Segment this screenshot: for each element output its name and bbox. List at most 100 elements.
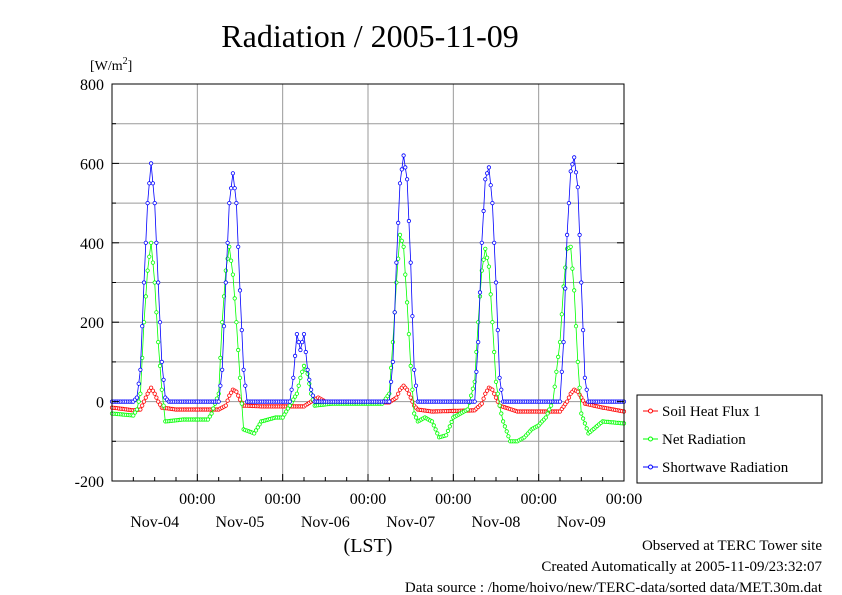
data-point xyxy=(481,257,486,262)
data-point xyxy=(476,320,481,325)
data-point xyxy=(140,324,145,329)
data-point xyxy=(579,411,584,416)
data-point xyxy=(205,417,211,422)
data-point xyxy=(548,403,554,408)
x-tick-day-label: Nov-06 xyxy=(301,514,350,531)
data-point xyxy=(481,396,486,401)
data-point xyxy=(490,201,495,206)
data-point xyxy=(225,398,230,403)
data-point xyxy=(229,258,234,263)
data-point xyxy=(506,434,511,439)
y-tick-label: 0 xyxy=(96,395,104,412)
data-point xyxy=(292,394,298,399)
data-point xyxy=(497,403,502,408)
data-point xyxy=(580,327,586,333)
data-point xyxy=(145,391,150,396)
y-tick-label: -200 xyxy=(75,474,104,491)
data-point xyxy=(573,170,579,175)
data-point xyxy=(435,431,440,436)
data-point xyxy=(492,240,497,245)
data-point xyxy=(410,387,415,392)
x-tick-time-label: 00:00 xyxy=(606,491,642,508)
data-point xyxy=(579,280,584,285)
data-point xyxy=(543,415,548,420)
data-point xyxy=(143,240,148,245)
data-point xyxy=(479,240,484,245)
data-point xyxy=(145,268,150,273)
data-point xyxy=(474,369,479,374)
data-point xyxy=(218,355,223,360)
x-axis: 00:00Nov-0400:00Nov-0500:00Nov-0600:00No… xyxy=(130,474,642,531)
data-point xyxy=(296,383,301,388)
series-group xyxy=(109,153,627,444)
data-point xyxy=(552,384,557,389)
data-point xyxy=(408,363,413,368)
data-point xyxy=(157,363,163,368)
data-point xyxy=(140,403,145,408)
data-point xyxy=(136,381,141,386)
data-point xyxy=(289,387,294,392)
data-point xyxy=(207,414,212,419)
data-point xyxy=(257,422,262,427)
data-point xyxy=(307,377,312,382)
data-point xyxy=(149,240,154,245)
data-point xyxy=(577,385,582,390)
data-point xyxy=(305,367,310,372)
data-point xyxy=(229,186,234,191)
x-tick-day-label: Nov-07 xyxy=(386,514,435,531)
data-point xyxy=(301,331,307,337)
data-point xyxy=(397,181,403,186)
data-point xyxy=(218,383,223,388)
data-point xyxy=(495,327,500,333)
data-point xyxy=(150,260,155,265)
data-point xyxy=(399,167,404,172)
data-point xyxy=(154,310,159,315)
data-point xyxy=(431,423,436,428)
data-point xyxy=(138,367,143,372)
legend-swatch-marker-net-radiation xyxy=(648,436,653,442)
data-point xyxy=(152,391,157,396)
x-tick-day-label: Nov-05 xyxy=(216,514,265,531)
data-point xyxy=(564,399,570,404)
data-point xyxy=(488,183,493,188)
data-point xyxy=(209,411,214,416)
data-point xyxy=(410,314,415,319)
data-point xyxy=(150,388,155,393)
data-point xyxy=(484,255,490,260)
data-point xyxy=(296,339,301,345)
data-point xyxy=(239,327,244,333)
data-point xyxy=(157,402,163,407)
data-point xyxy=(472,399,477,404)
data-point xyxy=(408,260,413,265)
data-point xyxy=(291,375,296,380)
data-point xyxy=(483,177,488,182)
data-point xyxy=(156,339,161,345)
data-point xyxy=(490,320,495,325)
data-point xyxy=(499,411,504,416)
data-point xyxy=(484,171,490,176)
data-point xyxy=(483,391,488,396)
data-point xyxy=(232,186,237,191)
data-point xyxy=(412,411,417,416)
data-point xyxy=(570,162,575,167)
data-point xyxy=(545,411,550,416)
data-point xyxy=(429,419,435,424)
x-tick-time-label: 00:00 xyxy=(520,491,556,508)
data-point xyxy=(232,296,237,301)
data-point xyxy=(161,377,166,382)
data-point xyxy=(287,399,292,404)
data-point xyxy=(557,339,563,345)
data-point xyxy=(152,280,157,285)
data-point xyxy=(500,419,506,424)
data-point xyxy=(582,375,588,380)
data-point xyxy=(220,367,225,372)
data-point xyxy=(502,424,507,429)
data-point xyxy=(556,354,561,359)
data-point xyxy=(149,161,154,166)
data-point xyxy=(280,415,285,420)
data-point xyxy=(396,220,401,225)
data-point xyxy=(566,201,572,206)
data-point xyxy=(492,349,497,355)
data-point xyxy=(154,240,159,245)
